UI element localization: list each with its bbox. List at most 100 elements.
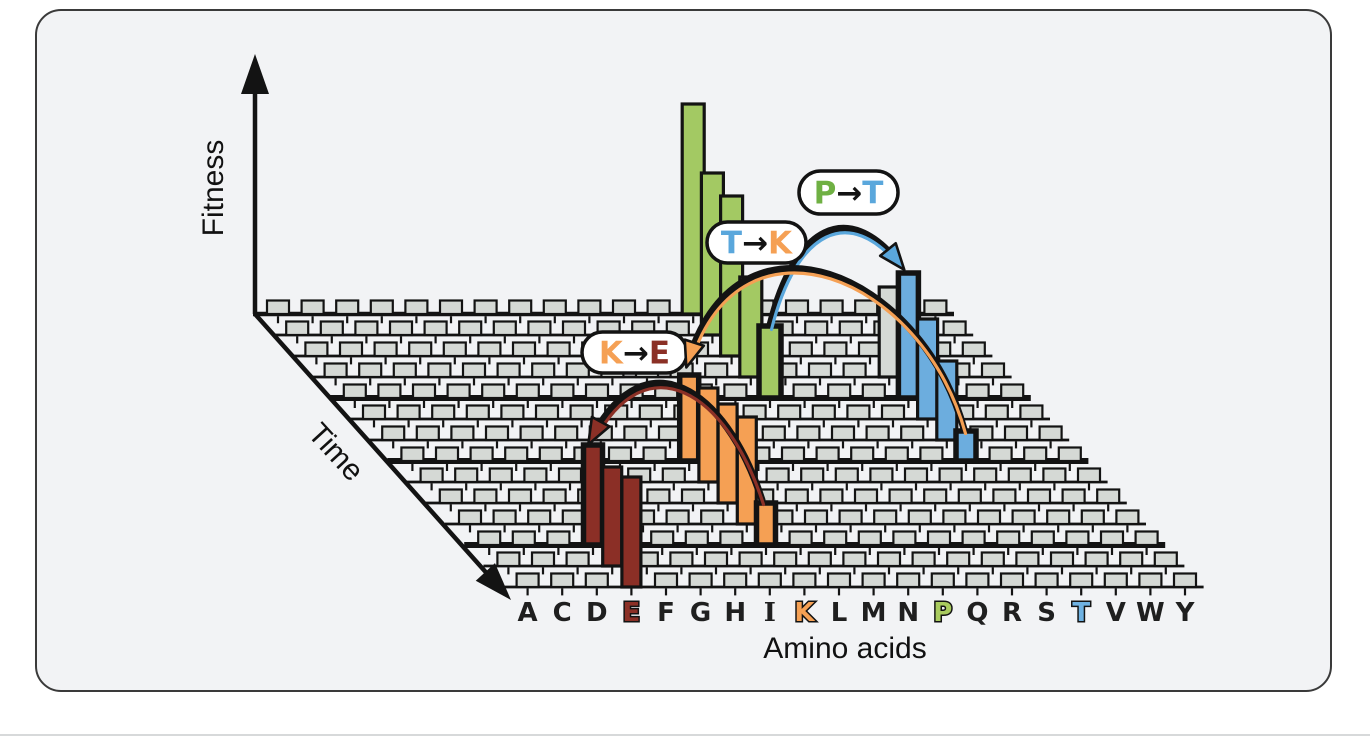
population-bar-empty — [1042, 467, 1067, 484]
population-bar-empty — [1172, 572, 1198, 589]
fitness-bar-E-t13 — [620, 475, 643, 589]
population-bar-empty — [942, 509, 967, 526]
population-bar-empty — [446, 383, 471, 400]
population-bar-empty — [527, 509, 552, 526]
population-bar-empty — [800, 467, 825, 484]
population-bar-empty — [961, 341, 986, 358]
population-bar-empty — [607, 446, 633, 463]
mutation-arrowhead-P-T-icon — [878, 241, 906, 272]
population-bar-empty — [880, 404, 906, 421]
population-bar-empty — [427, 362, 452, 379]
population-bar-empty — [1000, 383, 1025, 400]
population-bar-empty — [803, 509, 829, 526]
population-bar-empty — [481, 383, 506, 400]
population-bar-empty — [484, 425, 510, 442]
population-bar-empty — [684, 530, 709, 547]
fitness-axis-arrowhead-icon — [241, 54, 269, 94]
population-bar-empty — [423, 320, 448, 337]
mutation-pill-text: K→E — [599, 336, 670, 372]
population-bar-empty — [523, 467, 548, 484]
population-bar-empty — [642, 446, 667, 463]
population-bar-empty — [381, 425, 406, 442]
population-bar-empty — [438, 299, 464, 316]
fitness-bar-E-t11 — [580, 442, 606, 548]
population-bar-empty — [411, 383, 437, 400]
population-bar-empty — [500, 404, 525, 421]
population-bar-empty — [826, 572, 852, 589]
population-bar-empty — [438, 488, 463, 505]
population-bar-empty — [700, 509, 725, 526]
population-bar-empty — [550, 572, 575, 589]
fitness-bar-P-t4 — [756, 323, 784, 401]
population-bar-empty — [738, 551, 763, 568]
mutation-pill-K-E: K→E — [580, 330, 689, 375]
population-bar-empty — [1115, 509, 1140, 526]
population-bar-empty — [807, 362, 833, 379]
population-bar-empty — [304, 341, 329, 358]
population-bar-empty — [584, 572, 609, 589]
population-bar-empty — [777, 404, 802, 421]
population-bar-empty — [823, 341, 848, 358]
population-bar-empty — [854, 299, 879, 316]
population-bar-empty — [1038, 425, 1063, 442]
population-bar-empty — [819, 299, 844, 316]
population-bar-empty — [638, 404, 663, 421]
population-bar-empty — [703, 551, 729, 568]
fitness-bar-E-t12 — [601, 465, 624, 568]
population-bar-empty — [465, 404, 490, 421]
population-bar-empty — [404, 299, 429, 316]
population-bar-empty — [650, 530, 675, 547]
population-bar-empty — [561, 320, 587, 337]
mutation-pill-text: P→T — [814, 176, 884, 212]
population-bar-empty — [1049, 551, 1075, 568]
population-bar-empty — [842, 551, 867, 568]
population-bar-empty — [469, 446, 494, 463]
population-bar-empty — [354, 320, 379, 337]
population-bar-empty — [569, 404, 594, 421]
time-row-11 — [464, 530, 1166, 555]
population-bar-empty — [1026, 488, 1052, 505]
amino-letter-R: R — [1002, 598, 1022, 628]
mutation-arc-P-T — [766, 224, 902, 332]
population-bar-empty — [1034, 572, 1059, 589]
arc-color-stroke — [593, 386, 766, 507]
population-bar-empty — [1153, 551, 1178, 568]
amino-letter-N: N — [897, 598, 919, 628]
population-bar-empty — [850, 446, 875, 463]
mutation-pill-background — [797, 169, 900, 216]
population-bar-empty — [319, 320, 344, 337]
population-bar-empty — [392, 362, 417, 379]
population-bar-empty — [473, 488, 498, 505]
population-bar-empty — [434, 446, 460, 463]
population-bar-empty — [473, 299, 498, 316]
population-bar-empty — [723, 572, 748, 589]
population-bar-empty — [565, 362, 590, 379]
population-bar-empty — [584, 383, 610, 400]
population-bar-empty — [577, 299, 602, 316]
population-bar-empty — [458, 320, 483, 337]
population-bar-empty — [519, 425, 544, 442]
population-bar-empty — [784, 488, 809, 505]
population-bar-empty — [508, 299, 533, 316]
population-bar-empty — [999, 572, 1025, 589]
time-axis-arrowhead-icon — [475, 563, 511, 600]
population-bar-empty — [415, 425, 440, 442]
population-bar-empty — [869, 467, 894, 484]
population-bar-empty — [342, 383, 367, 400]
population-bar-empty — [757, 572, 782, 589]
population-bar-empty — [988, 446, 1013, 463]
population-bar-empty — [834, 467, 859, 484]
population-bar-empty — [623, 425, 648, 442]
population-bar-empty — [819, 488, 844, 505]
population-bar-empty — [496, 362, 521, 379]
population-bar-empty — [980, 362, 1006, 379]
population-bar-empty — [492, 320, 517, 337]
amino-letter-F: F — [657, 598, 675, 628]
mutation-arc-K-E — [590, 379, 766, 507]
population-bar-empty — [504, 446, 529, 463]
population-bar-empty — [550, 383, 575, 400]
population-bar-empty — [765, 467, 790, 484]
population-bar-empty — [873, 509, 898, 526]
population-bar-empty — [461, 362, 487, 379]
population-bar-empty — [285, 320, 310, 337]
